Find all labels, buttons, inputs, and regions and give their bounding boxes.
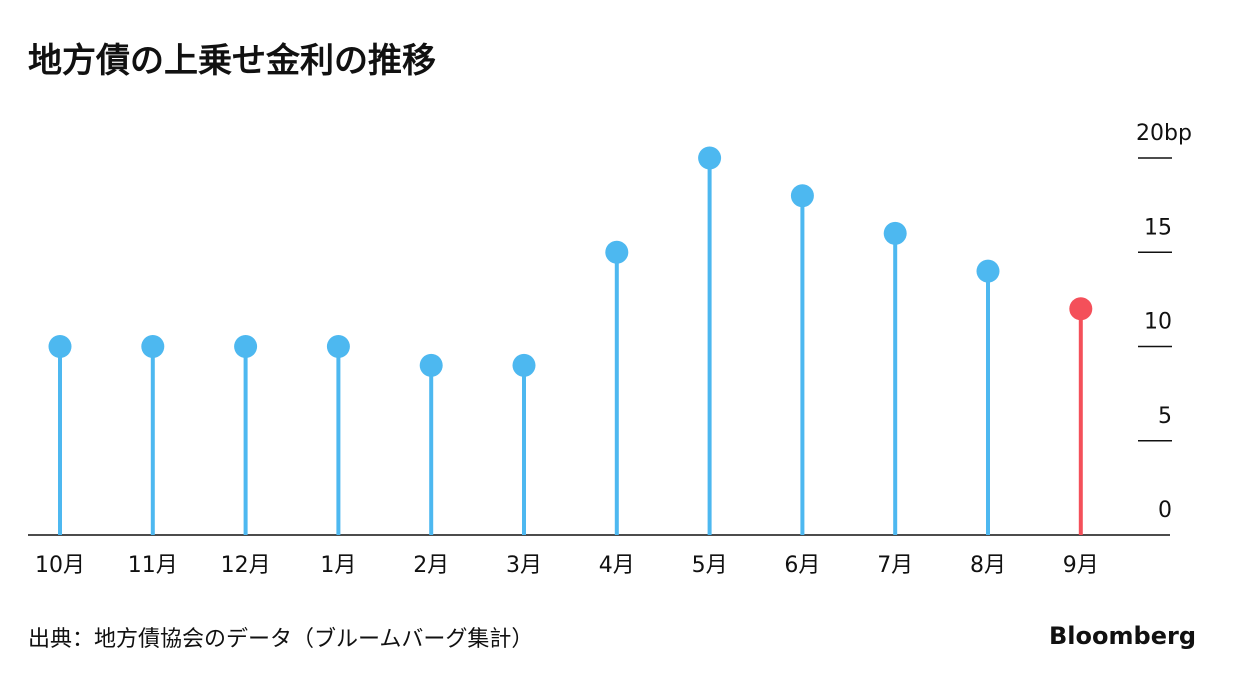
x-tick-label: 12月 xyxy=(221,553,271,578)
chart-title: 地方債の上乗せ金利の推移 xyxy=(28,41,436,81)
x-tick-label: 2月 xyxy=(413,553,449,578)
y-tick-label: 15 xyxy=(1144,215,1172,240)
y-tick-label: 5 xyxy=(1158,404,1172,429)
dot xyxy=(1069,297,1093,321)
x-tick-label: 10月 xyxy=(35,553,85,578)
x-tick-label: 9月 xyxy=(1063,553,1099,578)
dot xyxy=(976,259,1000,283)
dot xyxy=(605,240,629,264)
x-tick-label: 8月 xyxy=(970,553,1006,578)
dot xyxy=(234,335,258,358)
source-note: 出典：地方債協会のデータ（ブルームバーグ集計） xyxy=(28,627,533,652)
y-tick-label: 0 xyxy=(1158,498,1172,523)
dot xyxy=(883,221,907,245)
dot xyxy=(698,146,722,170)
dot xyxy=(419,353,443,377)
x-tick-label: 5月 xyxy=(692,553,728,578)
x-tick-label: 7月 xyxy=(877,553,913,578)
dot xyxy=(326,335,350,358)
x-tick-label: 3月 xyxy=(506,553,542,578)
dot xyxy=(790,184,814,208)
dot xyxy=(141,335,165,358)
y-tick-label: 20bp xyxy=(1136,121,1192,146)
dot xyxy=(48,335,72,358)
x-tick-label: 11月 xyxy=(128,553,178,578)
x-tick-label: 4月 xyxy=(599,553,635,578)
dot xyxy=(512,353,536,377)
x-tick-label: 1月 xyxy=(320,553,356,578)
x-tick-label: 6月 xyxy=(784,553,820,578)
y-tick-label: 10 xyxy=(1144,310,1172,335)
brand-logo: Bloomberg xyxy=(1049,622,1196,650)
